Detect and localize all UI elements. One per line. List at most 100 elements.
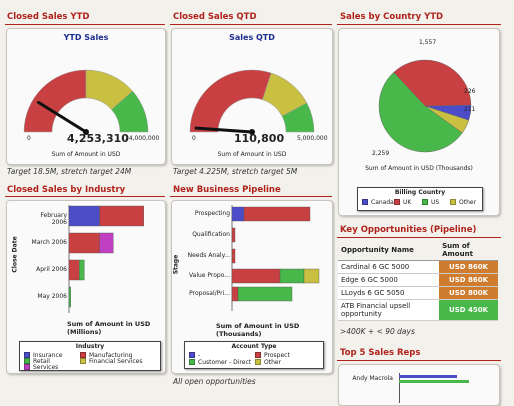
opportunity-name[interactable]: Cardinal 6 GC 5000 xyxy=(338,260,440,274)
gauge-max-label: 5,000,000 xyxy=(297,135,328,142)
bar-segment xyxy=(279,268,305,284)
tick-label: Proposal/Pri... xyxy=(189,290,230,297)
bar-segment xyxy=(99,232,114,254)
table-row[interactable]: Edge 6 GC 5000 USD 860K xyxy=(338,273,498,287)
gauge-hub xyxy=(249,129,255,135)
pie-label: 2,259 xyxy=(372,150,390,157)
sales-by-country-panel[interactable]: 1,557 226 211 2,259 Sum of Amount in USD… xyxy=(338,28,500,216)
divider xyxy=(5,24,165,25)
table-row[interactable]: Cardinal 6 GC 5000 USD 860K xyxy=(338,260,498,274)
bar-segment xyxy=(243,206,311,222)
opportunity-amount: USD 800K xyxy=(439,286,498,300)
legend-item: UK xyxy=(394,199,411,206)
opportunities-caption: >400K + < 90 days xyxy=(340,327,415,336)
industry-title: Closed Sales by Industry xyxy=(7,185,126,195)
key-opportunities-title: Key Opportunities (Pipeline) xyxy=(340,225,477,235)
table-row[interactable]: LLoyds 6 GC 5050 USD 800K xyxy=(338,286,498,300)
opportunity-amount: USD 860K xyxy=(439,273,498,287)
pipeline-title: New Business Pipeline xyxy=(173,185,281,195)
legend-item: Services xyxy=(24,364,58,371)
legend-title: Account Type xyxy=(231,343,277,350)
gauge-band xyxy=(23,69,87,133)
opportunity-amount: USD 860K xyxy=(439,260,498,274)
bar-segment xyxy=(78,259,85,281)
legend-item: Retail xyxy=(24,358,50,365)
top-reps-title: Top 5 Sales Reps xyxy=(340,348,421,358)
country-legend: Billing Country Canada UK US Other xyxy=(357,187,483,211)
x-axis-title: Sum of Amount in USD (Thousands) xyxy=(216,322,300,338)
gauge-title: Sales QTD xyxy=(229,33,275,42)
closed-sales-qtd-gauge-panel[interactable]: Sales QTD 0 5,000,000 110,800 Sum of Amo… xyxy=(171,28,333,165)
sales-by-country-title: Sales by Country YTD xyxy=(340,12,444,22)
pipeline-chart-panel[interactable]: Stage Prospecting Qualification Needs An… xyxy=(171,200,333,374)
legend-item: Financial Services xyxy=(80,358,142,365)
divider xyxy=(170,24,332,25)
bar-segment xyxy=(231,227,236,243)
gauge-unit-label: Sum of Amount in USD xyxy=(217,151,287,158)
table-header: Opportunity Name Sum of Amount xyxy=(338,240,498,261)
gauge-value: 4,253,310 xyxy=(67,132,129,145)
bar-segment xyxy=(231,248,236,264)
pie-label: 211 xyxy=(464,106,476,113)
divider xyxy=(337,237,501,238)
legend-item: Other xyxy=(255,359,281,366)
tick-label: Qualification xyxy=(192,231,230,238)
legend-item: - xyxy=(189,352,200,359)
closed-sales-qtd-title: Closed Sales QTD xyxy=(173,12,257,22)
top-reps-chart-panel[interactable]: Andy Macrola xyxy=(338,364,500,406)
bar-segment xyxy=(303,268,320,284)
legend-title: Billing Country xyxy=(394,189,446,196)
tick-label: Value Propo... xyxy=(189,272,230,279)
closed-sales-ytd-caption: Target 18.5M, stretch target 24M xyxy=(7,167,132,176)
tick-label: April 2006 xyxy=(36,266,67,273)
legend-item: Insurance xyxy=(24,352,62,359)
opportunity-name[interactable]: LLoyds 6 GC 5050 xyxy=(338,286,440,300)
bar xyxy=(399,380,469,383)
closed-sales-qtd-caption: Target 4.225M, stretch target 5M xyxy=(173,167,298,176)
closed-sales-ytd-gauge-panel[interactable]: YTD Sales 0 24,000,000 4,253,310 Sum of … xyxy=(6,28,166,165)
tick-label: May 2006 xyxy=(37,293,67,300)
pipeline-caption: All open opportunities xyxy=(173,377,256,386)
industry-legend: Industry Insurance Manufacturing Retail … xyxy=(19,341,161,371)
tick-label: March 2006 xyxy=(31,239,67,246)
tick-label: February 2006 xyxy=(40,212,67,226)
gauge-min-label: 0 xyxy=(27,135,31,142)
pie-slice xyxy=(378,71,463,153)
country-pie-chart xyxy=(378,59,472,153)
industry-bar-chart xyxy=(68,205,144,313)
column-header[interactable]: Opportunity Name xyxy=(338,240,440,261)
table-row[interactable]: ATB Financial upsell opportunity USD 450… xyxy=(338,299,498,321)
bar xyxy=(399,375,457,378)
bar-segment xyxy=(68,205,100,227)
pipeline-bar-chart xyxy=(231,205,320,311)
bar-segment xyxy=(99,205,144,227)
closed-sales-ytd-title: Closed Sales YTD xyxy=(7,12,90,22)
pie-slice xyxy=(424,105,470,134)
opportunity-amount: USD 450K xyxy=(439,299,498,321)
divider xyxy=(337,360,501,361)
bar-segment xyxy=(68,232,100,254)
divider xyxy=(5,196,165,197)
rep-label: Andy Macrola xyxy=(352,375,393,382)
gauge-title: YTD Sales xyxy=(63,33,109,42)
pie-unit-label: Sum of Amount in USD (Thousands) xyxy=(365,165,473,172)
industry-chart-panel[interactable]: Close Date February 2006 March 2006 Apri… xyxy=(6,200,166,374)
qtd-gauge xyxy=(189,69,315,135)
gauge-band xyxy=(111,90,149,133)
opportunities-table-wrap: Opportunity Name Sum of Amount Cardinal … xyxy=(338,240,498,321)
pie-label: 226 xyxy=(464,88,476,95)
legend-item: US xyxy=(422,199,439,206)
gauge-band xyxy=(189,69,272,133)
bar-segment xyxy=(231,206,245,222)
column-header[interactable]: Sum of Amount xyxy=(439,240,498,261)
opportunity-name[interactable]: Edge 6 GC 5000 xyxy=(338,273,440,287)
bar-segment xyxy=(68,259,80,281)
divider xyxy=(337,24,501,25)
bar-segment xyxy=(68,286,71,308)
legend-item: Other xyxy=(450,199,476,206)
pie-label: 1,557 xyxy=(419,39,437,46)
opportunity-name[interactable]: ATB Financial upsell opportunity xyxy=(338,299,440,321)
gauge-min-label: 0 xyxy=(192,135,196,142)
tick-label: Prospecting xyxy=(194,210,230,217)
legend-item: Manufacturing xyxy=(80,352,132,359)
